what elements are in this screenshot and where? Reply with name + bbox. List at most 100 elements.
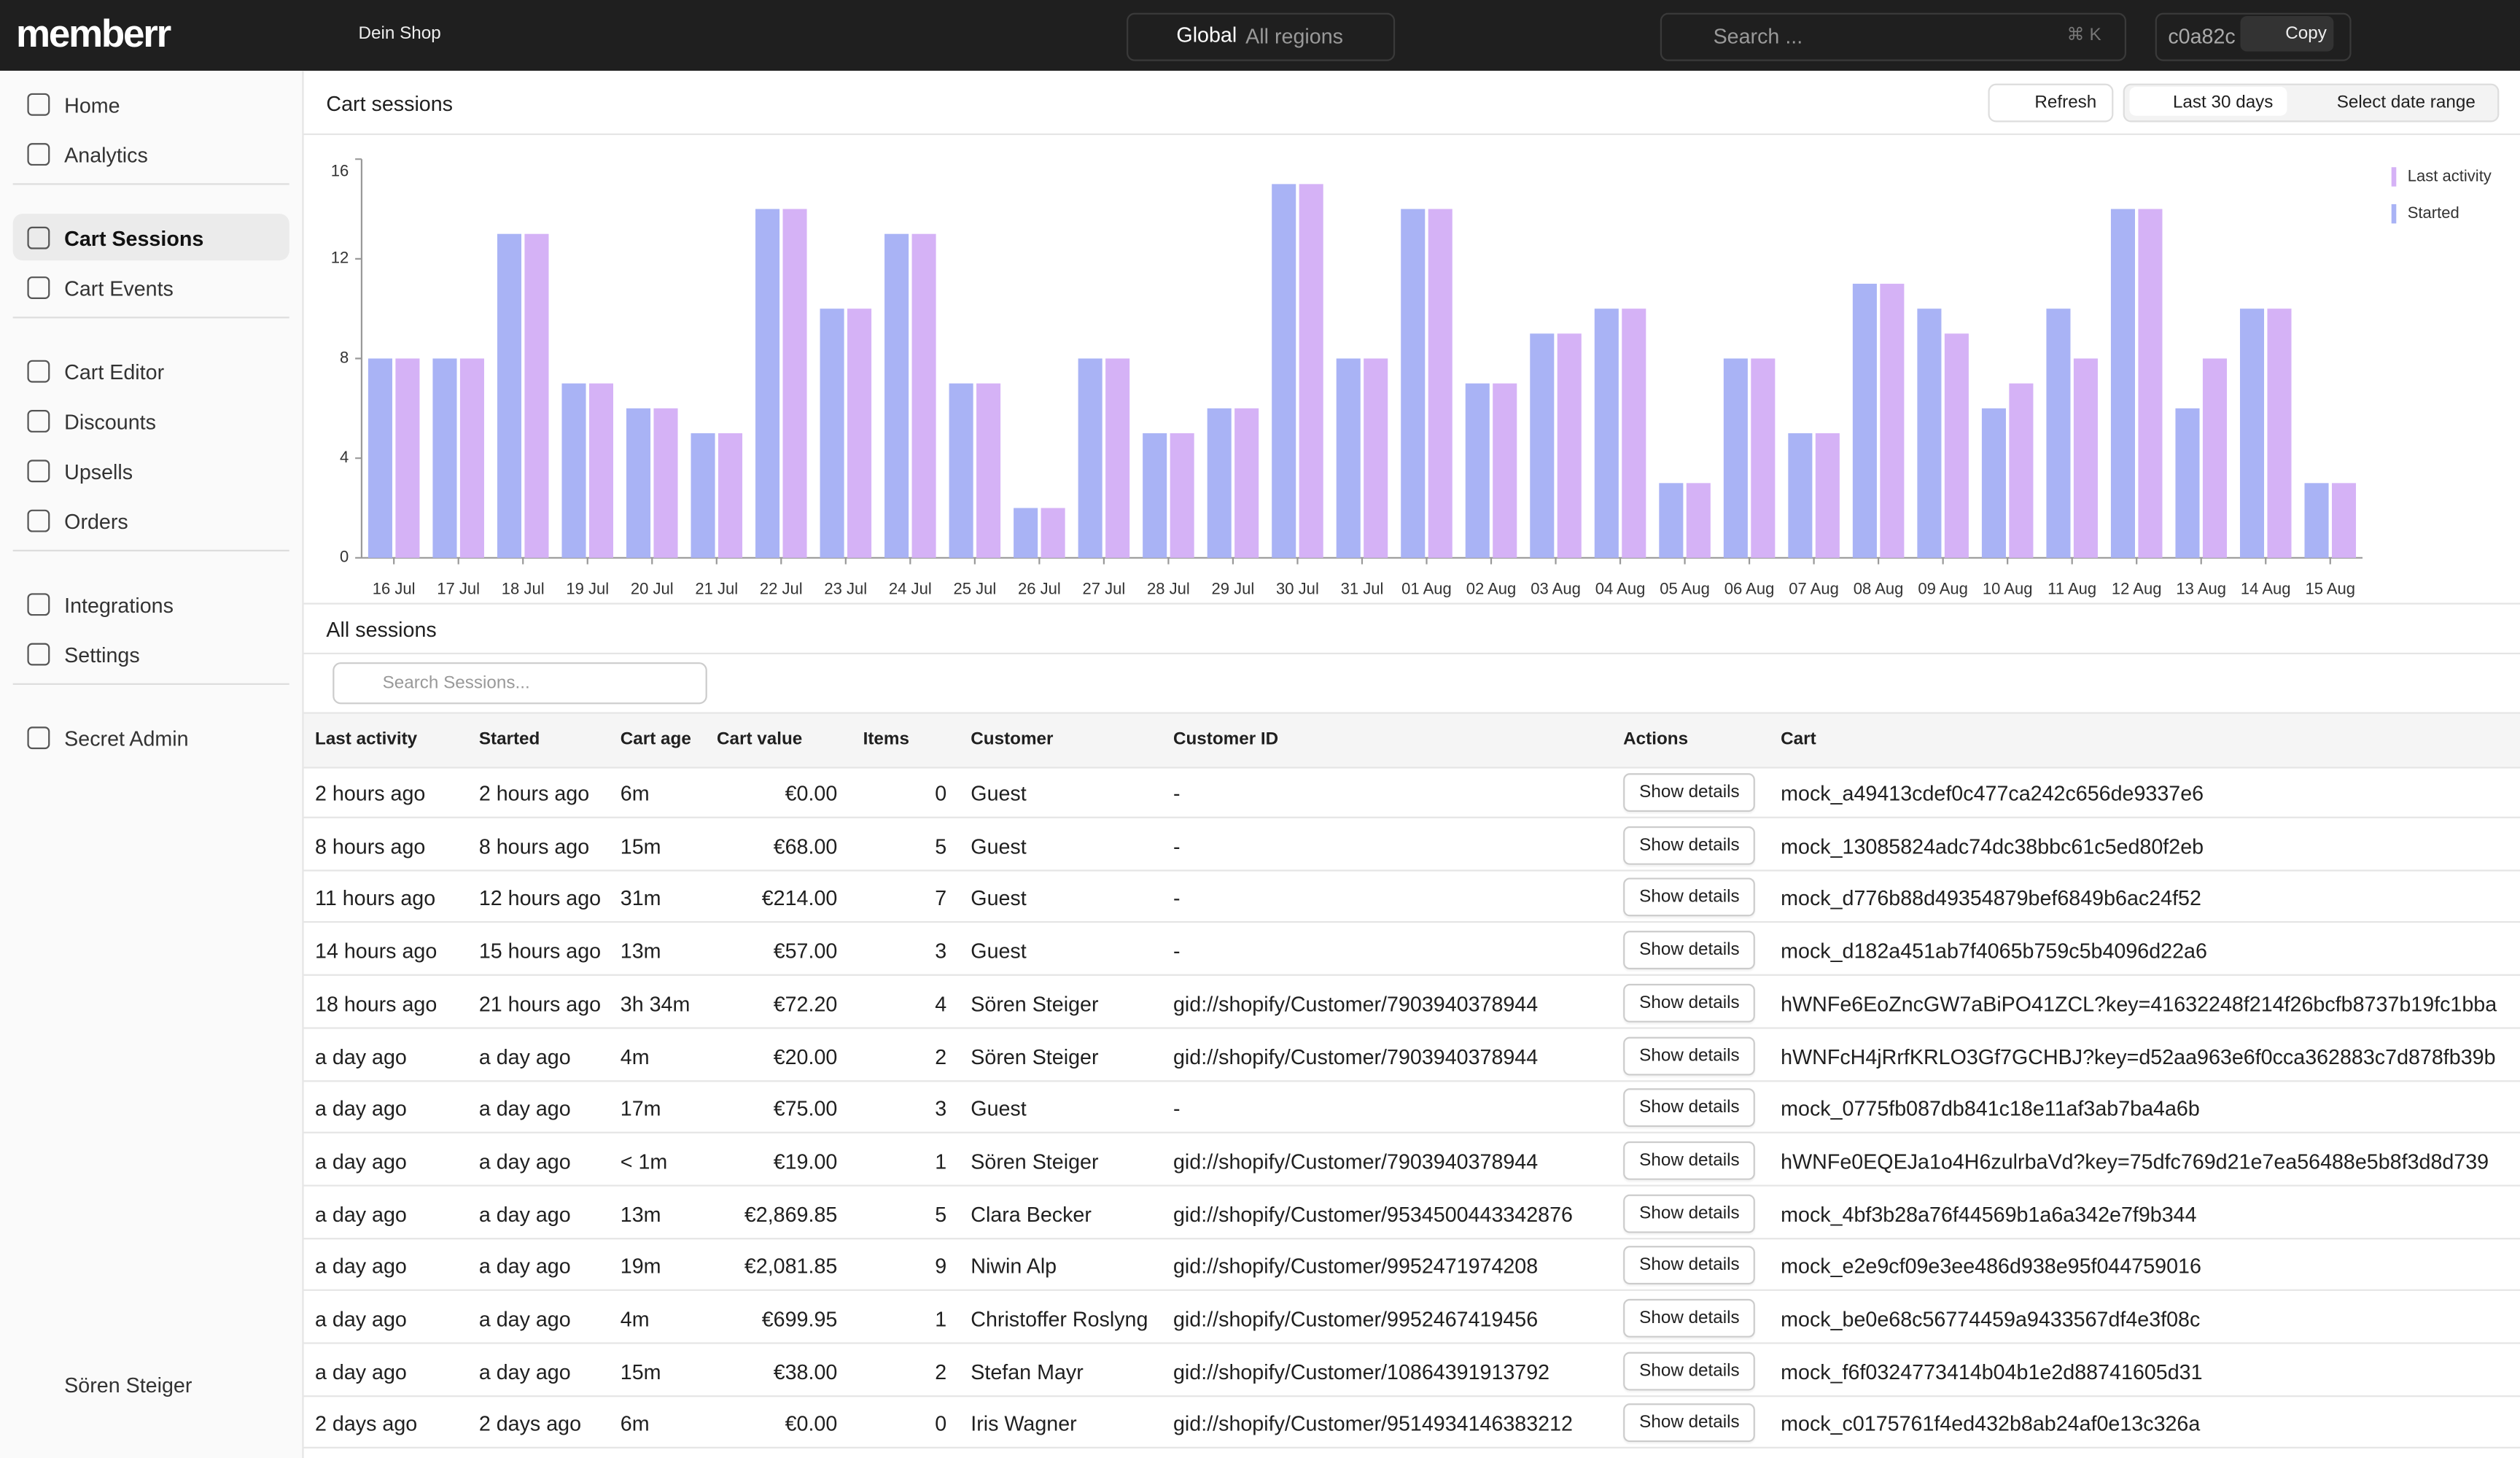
show-details-button[interactable] <box>1623 931 1755 970</box>
nav-item[interactable]: Secret Admin <box>64 726 189 751</box>
cell: 19m <box>620 1254 661 1279</box>
cell: €19.00 <box>773 1149 838 1174</box>
x-tick-label: 11 Aug <box>2048 580 2096 598</box>
select-range[interactable]: Select date range <box>2336 93 2476 113</box>
cell: - <box>1172 886 1181 911</box>
bar <box>524 233 549 558</box>
bar <box>2331 483 2357 558</box>
bar <box>626 408 651 558</box>
row-border <box>303 1447 2520 1449</box>
nav-item[interactable]: Integrations <box>64 593 174 618</box>
copy-button[interactable] <box>2240 16 2334 52</box>
show-details-label: Show details <box>1639 835 1740 855</box>
x-tick-label: 01 Aug <box>1401 580 1452 598</box>
nav-item[interactable]: Upsells <box>64 459 133 484</box>
search-box[interactable] <box>1660 12 2127 61</box>
cell: mock_0775fb087db841c18e11af3ab7ba4a6b <box>1781 1096 2200 1121</box>
x-tick-label: 20 Jul <box>631 580 674 598</box>
show-details-button[interactable] <box>1623 878 1755 918</box>
show-details-button[interactable] <box>1623 983 1755 1023</box>
divider <box>12 183 289 185</box>
cell: €0.00 <box>785 1412 838 1437</box>
bar <box>1336 358 1361 558</box>
bar <box>718 433 743 558</box>
column-header[interactable]: Actions <box>1623 729 1689 750</box>
nav-item[interactable]: Orders <box>64 509 128 534</box>
bar <box>653 408 678 558</box>
cell: 7 <box>935 886 947 911</box>
cell: - <box>1172 781 1181 806</box>
search-input[interactable] <box>332 662 707 705</box>
nav-item[interactable]: Cart Events <box>64 276 174 301</box>
show-details-label: Show details <box>1639 888 1740 907</box>
user[interactable]: Sören Steiger <box>64 1373 192 1397</box>
cell: a day ago <box>478 1096 571 1121</box>
bar <box>847 309 872 558</box>
region-box[interactable] <box>1127 12 1396 61</box>
nav-item[interactable]: Discounts <box>64 410 156 435</box>
nav-item[interactable]: Home <box>64 93 120 117</box>
show-details-button[interactable] <box>1623 1193 1755 1233</box>
nav-item[interactable]: Cart Editor <box>64 360 165 384</box>
column-header[interactable]: Items <box>863 729 909 750</box>
column-header[interactable]: Started <box>478 729 540 750</box>
show-details-button[interactable] <box>1623 1088 1755 1128</box>
column-header[interactable]: Last activity <box>315 729 418 750</box>
cell: 2 hours ago <box>478 781 590 806</box>
bar <box>395 358 420 558</box>
shop-switcher[interactable]: Dein Shop <box>358 24 441 44</box>
cell: 6m <box>620 781 650 806</box>
show-details-button[interactable] <box>1623 1141 1755 1180</box>
nav-item[interactable]: Settings <box>64 643 140 667</box>
show-details-button[interactable] <box>1623 1298 1755 1338</box>
region-sub: All regions <box>1245 24 1343 49</box>
nav-item[interactable]: Cart Sessions <box>64 226 204 251</box>
bar <box>949 383 973 558</box>
row-border <box>303 1132 2520 1134</box>
show-details-button[interactable] <box>1623 1246 1755 1285</box>
row-border <box>303 974 2520 977</box>
bar <box>911 233 936 558</box>
show-details-label: Show details <box>1639 1308 1740 1328</box>
cell: a day ago <box>315 1149 407 1174</box>
show-details-button[interactable] <box>1623 1036 1755 1075</box>
table-header-bg <box>303 712 2520 769</box>
x-tick-label: 09 Aug <box>1918 580 1968 598</box>
bar <box>2009 383 2034 558</box>
column-header[interactable]: Customer ID <box>1172 729 1279 750</box>
cell: a day ago <box>315 1096 407 1121</box>
cell: 5 <box>935 834 947 858</box>
range-active[interactable] <box>2129 87 2287 116</box>
divider <box>12 317 289 319</box>
cell: €75.00 <box>773 1096 838 1121</box>
bar <box>2304 483 2329 558</box>
x-tick-label: 14 Aug <box>2241 580 2291 598</box>
show-details-button[interactable] <box>1623 1351 1755 1390</box>
bar <box>1465 383 1490 558</box>
x-tick-label: 15 Aug <box>2305 580 2355 598</box>
bar <box>2138 209 2163 558</box>
cell: a day ago <box>478 1254 571 1279</box>
show-details-button[interactable] <box>1623 826 1755 865</box>
bar <box>432 358 457 558</box>
nav-icon <box>27 360 50 383</box>
show-details-button[interactable] <box>1623 773 1755 813</box>
column-header[interactable]: Cart value <box>717 729 803 750</box>
cell: 12 hours ago <box>478 886 602 911</box>
row-border <box>303 869 2520 871</box>
refresh-button[interactable] <box>1988 83 2114 123</box>
cell: 5 <box>935 1201 947 1226</box>
y-tick-label: 12 <box>331 249 349 267</box>
logo[interactable]: memberr <box>16 12 171 57</box>
nav-item[interactable]: Analytics <box>64 143 148 168</box>
row-border <box>303 1237 2520 1239</box>
show-details-button[interactable] <box>1623 1404 1755 1443</box>
top-bar <box>0 0 2520 71</box>
x-tick-label: 31 Jul <box>1341 580 1384 598</box>
column-header[interactable]: Cart age <box>620 729 691 750</box>
show-details-label: Show details <box>1639 783 1740 802</box>
bar <box>1364 358 1388 558</box>
column-header[interactable]: Cart <box>1781 729 1816 750</box>
column-header[interactable]: Customer <box>971 729 1054 750</box>
x-tick-label: 29 Jul <box>1212 580 1255 598</box>
